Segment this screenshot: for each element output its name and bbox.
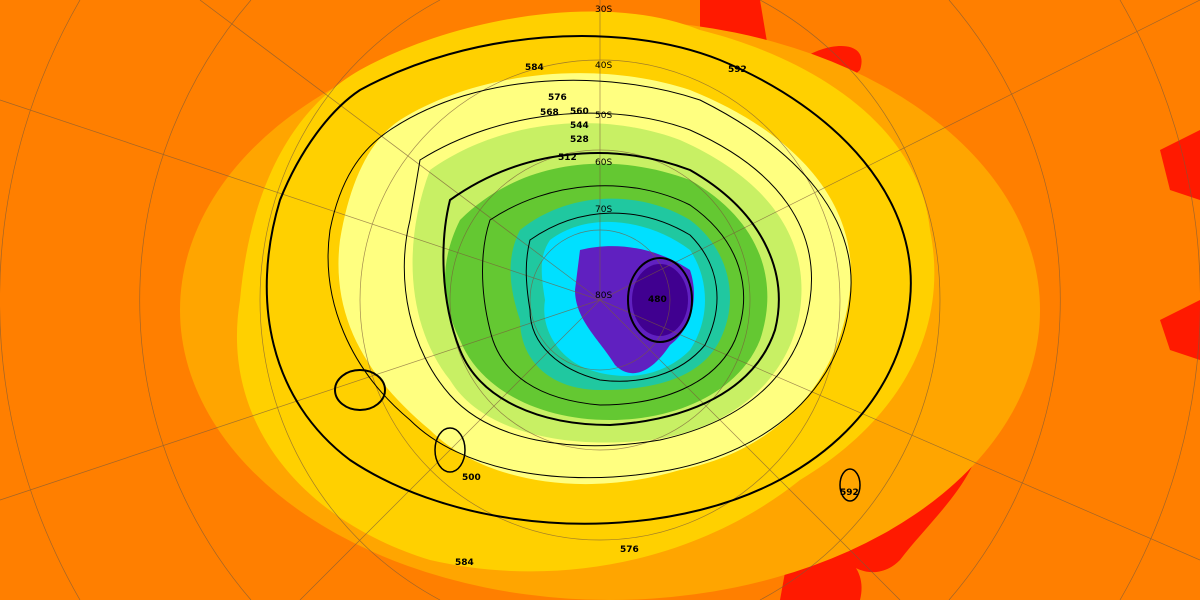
contour-label: 500 <box>462 473 481 483</box>
contour-label: 576 <box>548 93 567 103</box>
height-contours <box>265 35 912 525</box>
lat-label: 50S <box>595 111 612 121</box>
contour-label: 544 <box>570 121 589 131</box>
lat-label: 70S <box>595 205 612 215</box>
lat-label: 60S <box>595 158 612 168</box>
contour-label: 568 <box>540 108 559 118</box>
lat-label: 30S <box>595 5 612 15</box>
contour-label: 576 <box>620 545 639 555</box>
lat-labels: 30S 40S 50S 60S 70S 80S <box>595 5 612 301</box>
contour-label: 528 <box>570 135 589 145</box>
contour-label: 560 <box>570 107 589 117</box>
lat-label: 40S <box>595 61 612 71</box>
contour-label: 584 <box>525 63 544 73</box>
contour-label: 584 <box>455 558 474 568</box>
contour-label: 592 <box>840 488 859 498</box>
contour-label: 512 <box>558 153 577 163</box>
contour-labels: 576 568 560 544 528 512 584 592 500 480 … <box>455 63 859 568</box>
contour-label: 480 <box>648 295 667 305</box>
contour-label: 592 <box>728 65 747 75</box>
lat-label: 80S <box>595 291 612 301</box>
